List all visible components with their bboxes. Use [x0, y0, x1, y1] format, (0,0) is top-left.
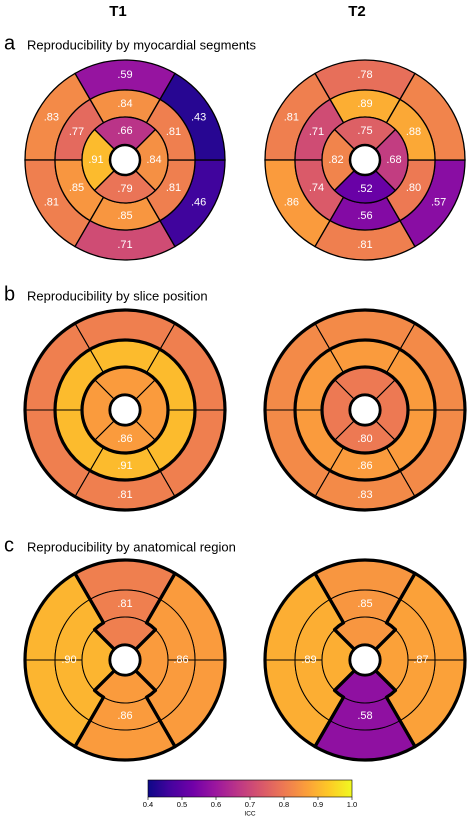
value-label: .85: [357, 598, 372, 610]
value-label: .77: [69, 126, 84, 138]
value-label: .81: [166, 182, 181, 194]
ring-border: [23, 308, 227, 512]
colorbar-label: ICC: [244, 811, 256, 818]
bullseye: .78 .81 .86 .81 .57 .89 .71 .74 .56 .80 .88 .75 .82.…: [264, 59, 466, 261]
value-label: .83: [44, 111, 59, 123]
value-label: .86: [357, 460, 372, 472]
value-label: .80: [357, 433, 372, 445]
center-hole: [348, 643, 382, 677]
value-label: .81: [166, 126, 181, 138]
center-hole: [348, 393, 382, 427]
value-label: .81: [357, 239, 372, 251]
colorbar-tick-label: 0.9: [313, 800, 323, 809]
value-label: .78: [357, 69, 372, 81]
colorbar: [147, 779, 353, 798]
value-label: .90: [61, 654, 76, 666]
value-label: .71: [309, 126, 324, 138]
value-label: .91: [117, 460, 132, 472]
value-label: .87: [413, 654, 428, 666]
bullseye: .59 .83 .81 .71 .46 .43 .84 .77 .85 .85 .81 .81 .66.…: [24, 59, 226, 261]
value-label: .91: [88, 154, 103, 166]
value-label: .83: [357, 489, 372, 501]
center-hole: [108, 393, 142, 427]
value-label: .84: [146, 154, 161, 166]
value-label: .81: [117, 598, 132, 610]
value-label: .88: [406, 126, 421, 138]
column-title: T1: [109, 3, 127, 20]
value-label: .74: [309, 182, 324, 194]
value-label: .59: [117, 69, 132, 81]
panel-letter: b: [4, 283, 15, 305]
ring: [55, 340, 195, 480]
colorbar-tick-label: 0.4: [143, 800, 153, 809]
value-label: .84: [117, 98, 132, 110]
panel-letter: c: [4, 534, 14, 556]
value-label: .66: [117, 125, 132, 137]
ring-border: [80, 365, 170, 455]
value-label: .52: [357, 183, 372, 195]
bullseye: .85 .89 .58 .87: [263, 558, 467, 762]
value-label: .79: [117, 183, 132, 195]
ring-border: [293, 338, 437, 482]
value-label: .57: [431, 196, 446, 208]
ring: [295, 340, 435, 480]
center-hole: [348, 143, 382, 177]
value-label: .82: [328, 154, 343, 166]
colorbar-tick-label: 0.6: [211, 800, 221, 809]
bullseye: .81 .90 .86 .86: [23, 558, 227, 762]
value-label: .81: [284, 111, 299, 123]
value-label: .71: [117, 239, 132, 251]
panel-title: Reproducibility by myocardial segments: [27, 37, 257, 52]
panel-letter: a: [4, 32, 16, 54]
value-label: .89: [357, 98, 372, 110]
colorbar-tick-label: 0.8: [279, 800, 289, 809]
value-label: .58: [357, 710, 372, 722]
colorbar-tick-label: 0.5: [177, 800, 187, 809]
panel-title: Reproducibility by slice position: [27, 288, 208, 303]
value-label: .81: [44, 196, 59, 208]
value-label: .85: [117, 210, 132, 222]
bullseye: .81 .91 .86: [23, 308, 227, 512]
panel-title: Reproducibility by anatomical region: [27, 539, 236, 554]
ring-border: [263, 308, 467, 512]
value-label: .81: [117, 489, 132, 501]
ring-border: [320, 365, 410, 455]
column-title: T2: [348, 3, 366, 20]
value-label: .75: [357, 125, 372, 137]
colorbar-tick-label: 1.0: [347, 800, 357, 809]
value-label: .46: [191, 196, 206, 208]
value-label: .86: [117, 433, 132, 445]
bullseye: .83 .86 .80: [263, 308, 467, 512]
colorbar-tick-label: 0.7: [245, 800, 255, 809]
center-hole: [108, 643, 142, 677]
value-label: .89: [301, 654, 316, 666]
value-label: .86: [284, 196, 299, 208]
value-label: .68: [386, 154, 401, 166]
value-label: .85: [69, 182, 84, 194]
value-label: .86: [173, 654, 188, 666]
ring-border: [53, 338, 197, 482]
value-label: .86: [117, 710, 132, 722]
value-label: .56: [357, 210, 372, 222]
value-label: .43: [191, 111, 206, 123]
value-label: .80: [406, 182, 421, 194]
center-hole: [108, 143, 142, 177]
